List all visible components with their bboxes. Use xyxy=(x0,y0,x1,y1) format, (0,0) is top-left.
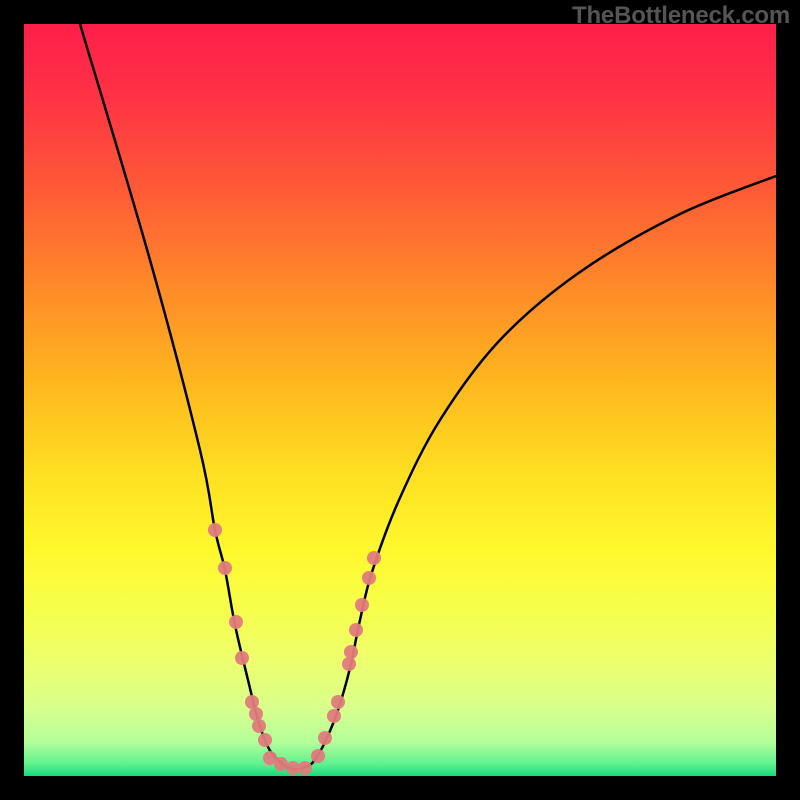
data-marker xyxy=(252,719,266,733)
data-marker xyxy=(298,761,312,775)
data-marker xyxy=(355,598,369,612)
data-marker xyxy=(229,615,243,629)
data-marker xyxy=(311,749,325,763)
data-marker xyxy=(245,695,259,709)
data-marker xyxy=(274,757,288,771)
watermark-text: TheBottleneck.com xyxy=(572,2,790,30)
data-marker xyxy=(218,561,232,575)
data-marker xyxy=(235,651,249,665)
data-marker xyxy=(349,623,363,637)
data-marker xyxy=(249,707,263,721)
chart-canvas xyxy=(0,0,800,800)
data-marker xyxy=(286,761,300,775)
data-marker xyxy=(208,523,222,537)
data-marker xyxy=(362,571,376,585)
data-marker xyxy=(342,657,356,671)
data-marker xyxy=(258,733,272,747)
data-marker xyxy=(327,709,341,723)
plot-background xyxy=(24,24,776,776)
data-marker xyxy=(367,551,381,565)
data-marker xyxy=(344,645,358,659)
data-marker xyxy=(331,695,345,709)
data-marker xyxy=(318,731,332,745)
